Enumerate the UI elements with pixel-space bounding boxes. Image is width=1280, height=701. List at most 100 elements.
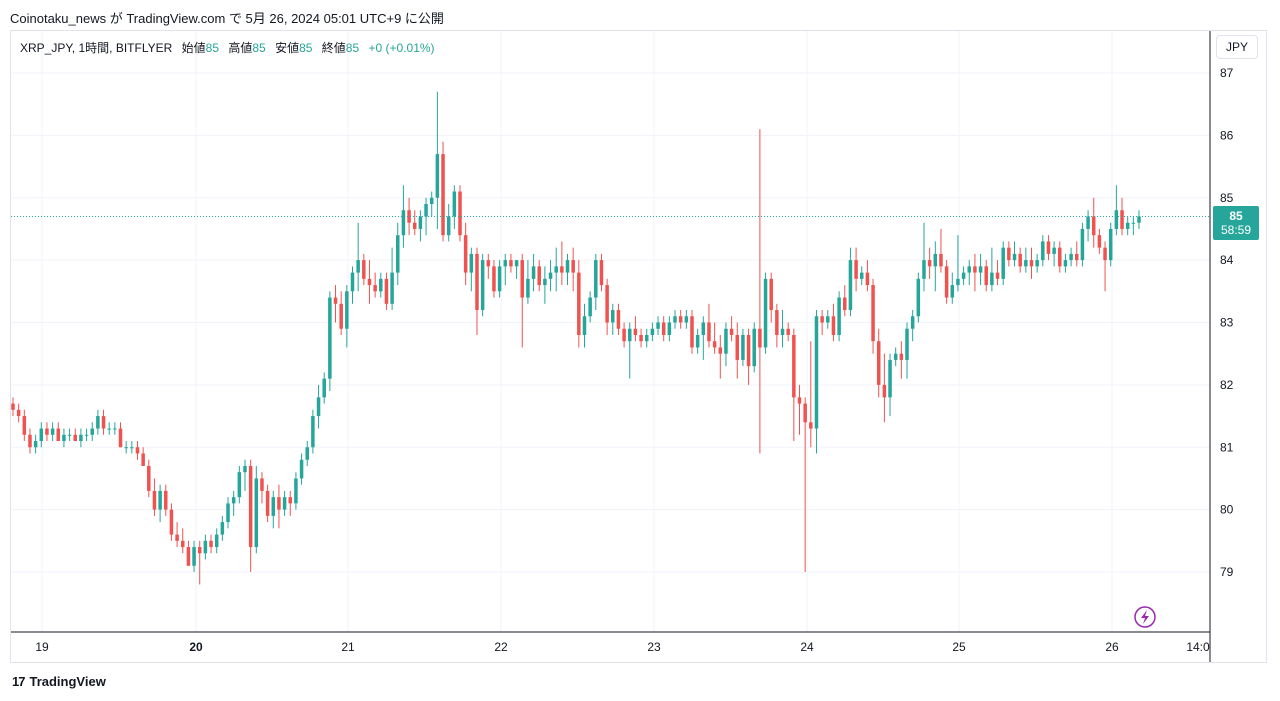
candle-body [588,297,592,317]
candle-body [39,428,44,442]
price-tick-label: 83 [1220,316,1234,330]
price-tick-label: 79 [1220,565,1234,579]
candle [1041,235,1045,267]
candle [299,453,304,485]
candle-body [769,278,773,311]
lightning-icon[interactable] [1134,606,1156,628]
candle [231,490,236,516]
candle-body [1069,253,1073,261]
open-value: 85 [205,41,219,55]
candle-body [882,384,887,398]
candle-body [673,316,677,323]
candle-body [701,322,706,335]
currency-button[interactable]: JPY [1216,35,1258,59]
candle [396,222,400,286]
candle [503,253,508,286]
close-value: 85 [345,41,360,55]
candle [701,316,706,360]
candle-body [254,478,259,548]
candle-body [843,297,847,311]
candle-body [1024,260,1028,267]
candle-body [294,478,298,504]
candle-body [1001,247,1005,279]
candle-body [305,447,309,460]
price-axis-labels: 79 80 81 82 83 84 85 86 87 [1220,66,1234,579]
candle-body [362,260,366,279]
time-tick-label: 26 [1105,640,1119,654]
candle-body [520,260,525,298]
high-label: 高値 [228,41,253,55]
candle-body [192,547,196,566]
candle-body [401,210,406,236]
candle [735,322,740,379]
candle [1120,197,1124,236]
candle [990,247,994,292]
candle-body [435,154,440,198]
candle [22,409,27,442]
candle-body [792,334,796,398]
candle-body [837,297,841,335]
candle-body [282,497,287,510]
candle [554,247,558,292]
candle [775,303,779,348]
candle-body [944,266,949,298]
candle-body [418,216,423,229]
candle [1114,185,1119,236]
price-tick-label: 85 [1220,191,1234,205]
candle [169,503,174,541]
candle-body [214,534,219,548]
time-tick-label: 25 [952,640,966,654]
candle [639,328,643,348]
candle [50,422,55,442]
candle [752,322,756,373]
candle-body [893,353,898,360]
candle-body [622,328,626,342]
candle-body [1114,210,1119,229]
candle [961,266,966,286]
symbol-legend: XRP_JPY, 1時間, BITFLYER 始値85 高値85 安値85 終値… [20,39,435,56]
price-tick-label: 80 [1220,503,1234,517]
candle-body [486,260,491,267]
open-label: 始値 [181,41,206,55]
candle [175,522,179,548]
candle [1108,222,1113,267]
candle [1007,241,1011,267]
candle [718,334,723,379]
candle [28,428,32,454]
candle-body [107,428,111,430]
candle-body [158,490,162,510]
candle-body [684,316,689,323]
candle [147,459,151,498]
candle-body [865,272,870,286]
candle [180,528,185,554]
candle [1058,241,1062,273]
candle-body [96,416,100,429]
candle [362,253,366,286]
candle [45,422,49,442]
candle-body [594,260,598,298]
symbol-label: XRP_JPY, 1時間, BITFLYER [20,41,173,55]
candle [927,247,932,279]
candle [605,278,609,335]
candle-body [724,328,728,354]
price-tick-label: 87 [1220,66,1234,80]
price-tick-label: 81 [1220,440,1234,454]
candle [956,235,960,292]
candle [113,422,117,435]
candle-body [1125,222,1130,229]
candle-body [775,310,779,335]
candle [978,253,983,286]
tradingview-logo-icon: 17 [12,674,26,689]
candle [469,247,474,292]
candle-body [322,378,326,398]
candle [650,322,655,342]
candle-body [1091,216,1096,236]
candle-body [820,316,824,323]
candle [311,409,315,454]
candle [73,428,77,442]
candle [1097,228,1102,254]
candle [1035,253,1039,273]
candle-body [933,253,938,267]
tradingview-logo[interactable]: 17 TradingView [12,674,106,689]
